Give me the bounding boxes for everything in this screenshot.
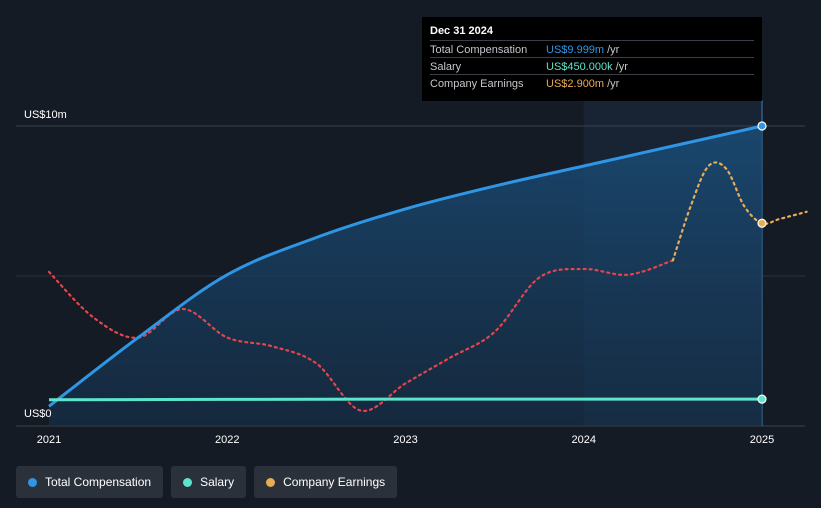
tooltip-row-salary: Salary US$450.000k /yr	[430, 57, 754, 75]
x-tick-label: 2023	[393, 434, 417, 446]
tooltip-row-total-compensation: Total Compensation US$9.999m /yr	[430, 40, 754, 58]
salary-line	[48, 397, 762, 402]
x-tick-label: 2022	[215, 434, 239, 446]
tooltip: Dec 31 2024 Total Compensation US$9.999m…	[422, 17, 762, 101]
tooltip-value: US$450.000k	[546, 60, 613, 73]
y-tick-bottom: US$0	[24, 408, 52, 420]
tooltip-unit: /yr	[615, 60, 628, 73]
legend-label: Total Compensation	[45, 475, 152, 489]
x-tick-label: 2021	[37, 434, 61, 446]
legend-item-company-earnings[interactable]: Company Earnings	[254, 466, 398, 498]
tooltip-unit: /yr	[607, 77, 620, 90]
legend-item-salary[interactable]: Salary	[171, 466, 247, 498]
tooltip-label: Salary	[430, 60, 462, 73]
legend: Total Compensation Salary Company Earnin…	[16, 466, 398, 498]
total-compensation-area	[49, 126, 762, 426]
legend-dot-icon	[183, 477, 193, 487]
legend-label: Salary	[200, 475, 235, 489]
x-tick-label: 2024	[572, 434, 596, 446]
marker-salary	[757, 394, 767, 404]
tooltip-row-company-earnings: Company Earnings US$2.900m /yr	[430, 74, 754, 92]
company-earnings-recent-line	[671, 161, 808, 262]
legend-label: Company Earnings	[283, 475, 386, 489]
legend-dot-icon	[28, 477, 37, 487]
y-tick-top: US$10m	[24, 109, 67, 121]
tooltip-unit: /yr	[607, 43, 620, 56]
tooltip-label: Total Compensation	[430, 43, 528, 56]
tooltip-value: US$2.900m	[546, 77, 605, 90]
company-earnings-line	[47, 259, 674, 412]
legend-item-total-compensation[interactable]: Total Compensation	[16, 466, 164, 498]
x-tick-label: 2025	[750, 434, 774, 446]
tooltip-label: Company Earnings	[430, 77, 524, 90]
marker-total-compensation	[757, 121, 767, 131]
tooltip-date: Dec 31 2024	[430, 25, 493, 37]
total-compensation-line	[48, 124, 763, 408]
legend-dot-icon	[266, 477, 276, 487]
tooltip-value: US$9.999m	[546, 43, 605, 56]
marker-company-earnings	[757, 218, 767, 228]
